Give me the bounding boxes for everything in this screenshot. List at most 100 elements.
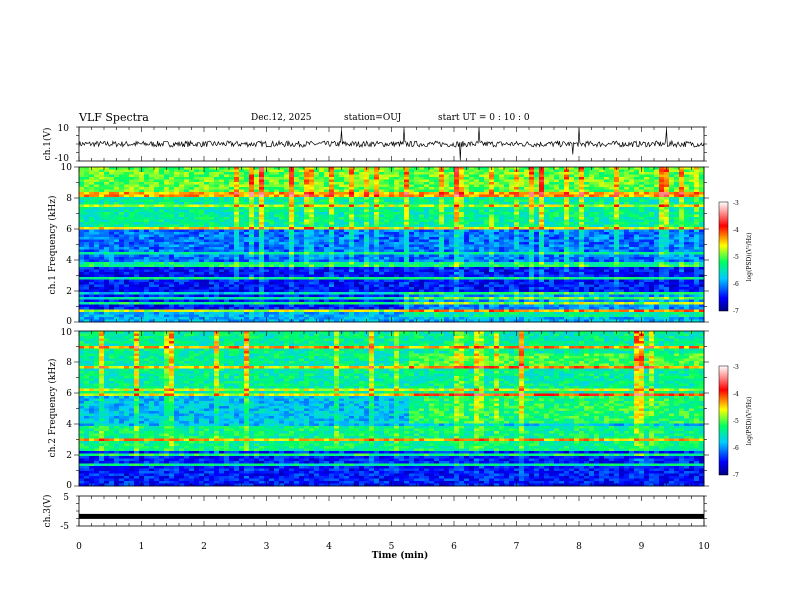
spectrogram-cell <box>619 259 625 263</box>
spectrogram-cell <box>129 234 135 238</box>
spectrogram-cell <box>219 212 225 215</box>
spectrogram-cell <box>319 237 325 240</box>
spectrogram-cell <box>284 237 290 240</box>
spectrogram-cell <box>519 207 525 210</box>
spectrogram-cell <box>429 197 435 200</box>
spectrogram-cell <box>644 252 650 255</box>
spectrogram-cell <box>394 257 400 260</box>
spectrogram-cell <box>599 184 605 188</box>
spectrogram-cell <box>659 197 665 200</box>
spectrogram-cell <box>344 242 350 245</box>
spectrogram-cell <box>424 169 430 173</box>
spectrogram-cell <box>209 247 215 250</box>
spectrogram-cell <box>559 169 565 173</box>
spectrogram-cell <box>374 182 380 185</box>
spectrogram-cell <box>119 249 125 253</box>
spectrogram-cell <box>549 187 555 190</box>
spectrogram-cell <box>104 219 110 223</box>
spectrogram-cell <box>239 214 245 218</box>
spectrogram-cell <box>114 252 120 255</box>
spectrogram-cell <box>89 252 95 255</box>
spectrogram-cell <box>594 217 600 220</box>
spectrogram-cell <box>99 194 105 198</box>
spectrogram-cell <box>444 222 450 225</box>
spectrogram-cell <box>639 194 645 198</box>
spectrogram-cell <box>624 214 630 218</box>
spectrogram-cell <box>174 247 180 250</box>
spectrogram-cell <box>579 222 585 225</box>
spectrogram-cell <box>459 207 465 210</box>
spectrogram-cell <box>689 234 695 238</box>
spectrogram-cell <box>524 177 530 180</box>
spectrogram-cell <box>239 224 245 228</box>
spectrogram-cell <box>549 259 555 263</box>
spectrogram-cell <box>89 194 95 198</box>
spectrogram-cell <box>239 242 245 245</box>
spectrogram-cell <box>624 204 630 208</box>
spectrogram-cell <box>509 179 515 183</box>
spectrogram-cell <box>99 232 105 235</box>
spectrogram-cell <box>679 234 685 238</box>
spectrogram-cell <box>449 207 455 210</box>
spectrogram-cell <box>369 207 375 210</box>
spectrogram-cell <box>134 237 140 240</box>
spectrogram-cell <box>364 259 370 263</box>
spectrogram-cell <box>404 247 410 250</box>
spectrogram-cell <box>499 174 505 178</box>
spectrogram-cell <box>179 234 185 238</box>
spectrogram-cell <box>359 249 365 253</box>
spectrogram-cell <box>504 189 510 193</box>
spectrogram-cell <box>199 254 205 258</box>
spectrogram-cell <box>684 172 690 175</box>
spectrogram-cell <box>494 204 500 208</box>
spectrogram-cell <box>499 184 505 188</box>
spectrogram-cell <box>264 234 270 238</box>
spectrogram-cell <box>394 212 400 215</box>
spectrogram-cell <box>544 252 550 255</box>
spectrogram-cell <box>229 179 235 183</box>
spectrogram-cell <box>449 244 455 248</box>
spectrogram-cell <box>199 172 205 175</box>
spectrogram-cell <box>564 244 570 248</box>
spectrogram-cell <box>574 259 580 263</box>
spectrogram-cell <box>304 262 310 265</box>
spectrogram-cell <box>484 177 490 180</box>
spectrogram-cell <box>519 212 525 215</box>
spectrogram-cell <box>434 189 440 193</box>
spectrogram-cell <box>119 177 125 180</box>
spectrogram-cell <box>679 244 685 248</box>
spectrogram-cell <box>574 172 580 175</box>
spectrogram-cell <box>399 174 405 178</box>
spectrogram-cell <box>474 239 480 243</box>
spectrogram-cell <box>249 204 255 208</box>
spectrogram-cell <box>469 242 475 245</box>
spectrogram-cell <box>379 242 385 245</box>
spectrogram-cell <box>459 177 465 180</box>
spectrogram-cell <box>309 222 315 225</box>
spectrogram-cell <box>574 219 580 223</box>
spectrogram-cell <box>114 207 120 210</box>
spectrogram-cell <box>564 214 570 218</box>
spectrogram-cell <box>514 222 520 225</box>
spectrogram-cell <box>664 182 670 185</box>
spectrogram-cell <box>324 252 330 255</box>
spectrogram-cell <box>264 177 270 180</box>
spectrogram-cell <box>549 202 555 205</box>
spectrogram-cell <box>699 187 705 190</box>
spectrogram-cell <box>584 177 590 180</box>
spectrogram-cell <box>174 239 180 243</box>
spectrogram-cell <box>159 177 165 180</box>
spectrogram-cell <box>529 249 535 253</box>
spectrogram-cell <box>609 219 615 223</box>
spectrogram-cell <box>459 172 465 175</box>
spectrogram-cell <box>454 249 460 253</box>
spectrogram-cell <box>244 252 250 255</box>
spectrogram-cell <box>574 174 580 178</box>
spectrogram-cell <box>419 232 425 235</box>
spectrogram-cell <box>204 169 210 173</box>
spectrogram-cell <box>129 217 135 220</box>
spectrogram-cell <box>639 177 645 180</box>
spectrogram-cell <box>309 207 315 210</box>
spectrogram-cell <box>359 262 365 265</box>
spectrogram-cell <box>609 252 615 255</box>
